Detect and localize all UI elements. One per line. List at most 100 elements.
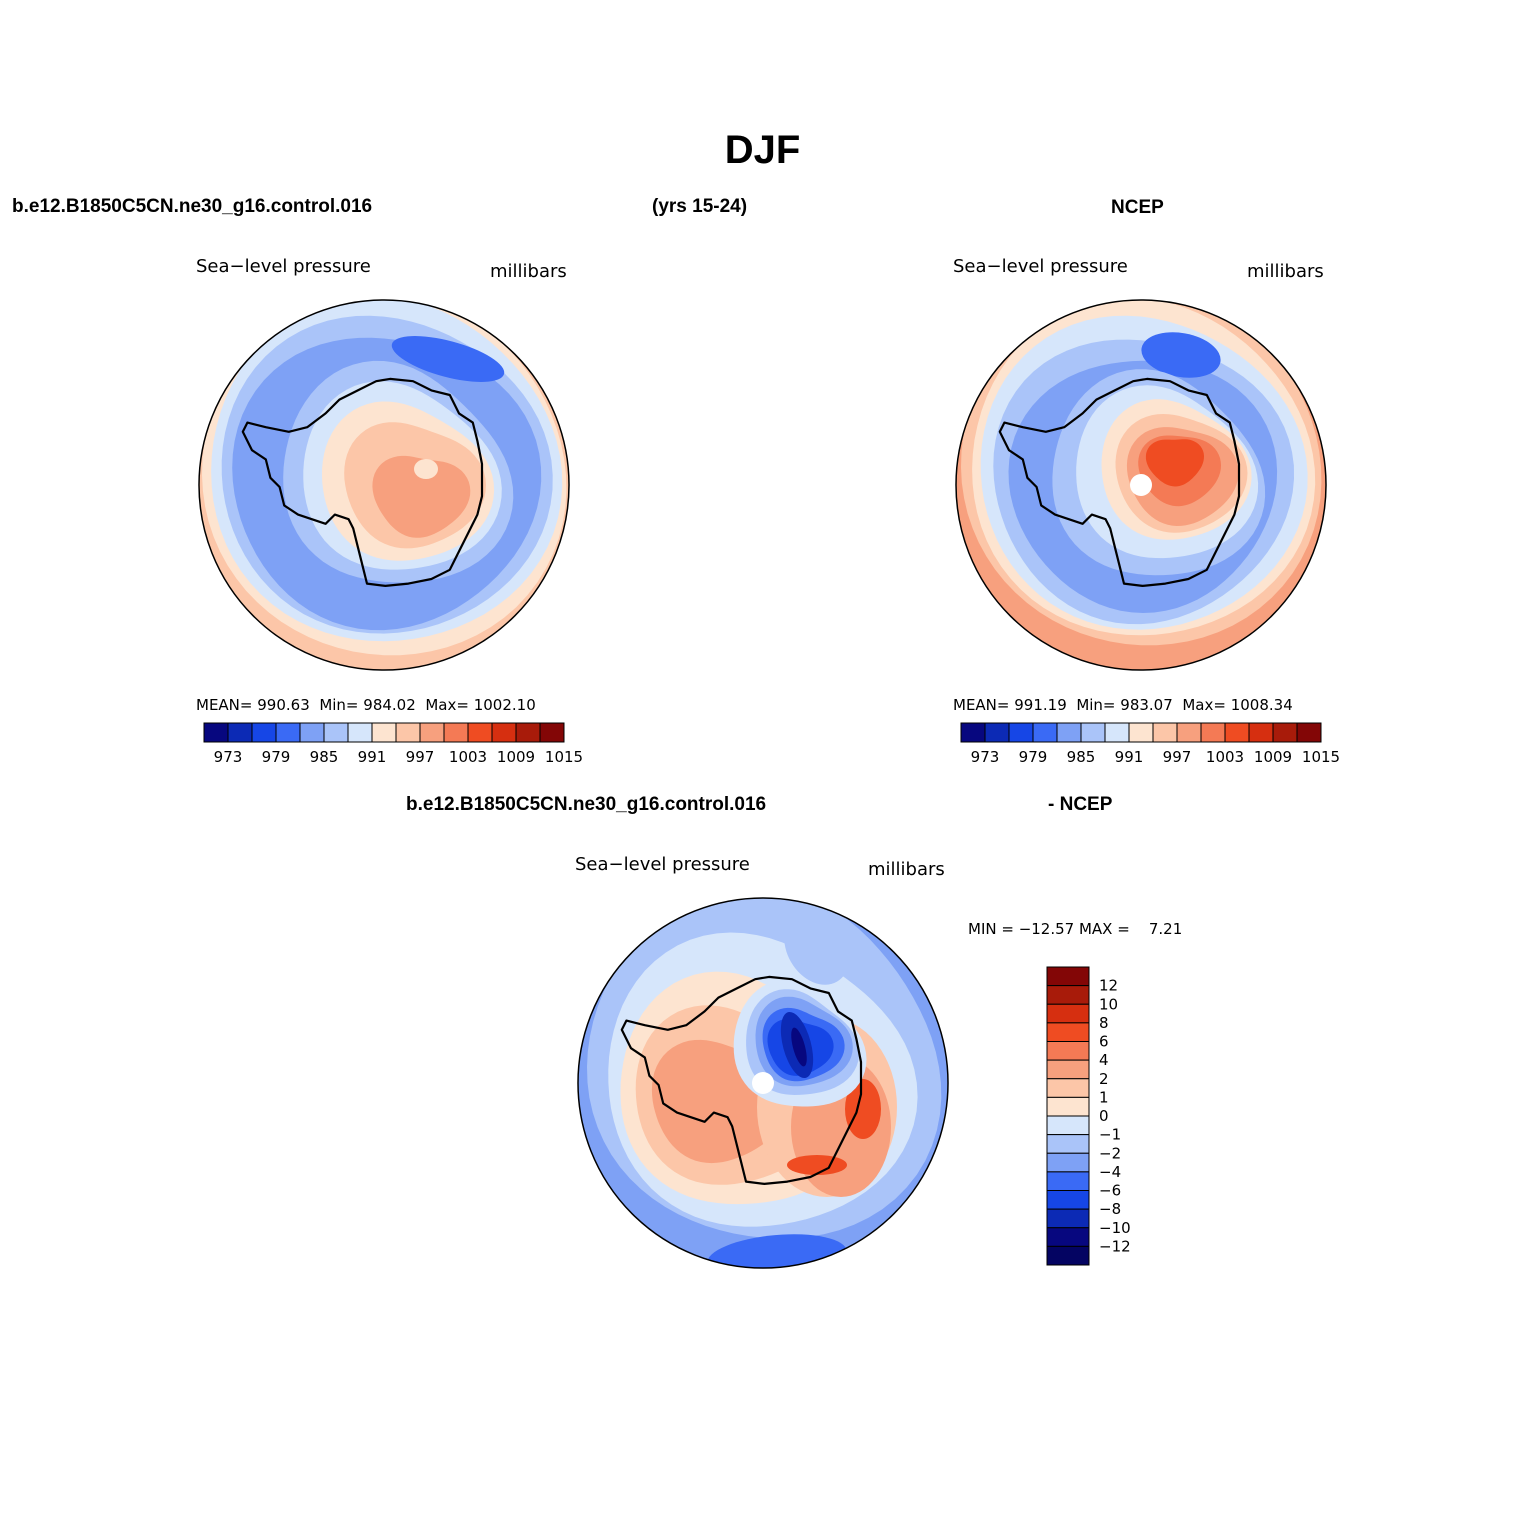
model-mean-value: 990.63	[257, 696, 310, 714]
model-colorbar-tick-label: 985	[310, 748, 339, 766]
obs-colorbar-tick-label: 1009	[1254, 748, 1292, 766]
model-colorbar-box	[347, 722, 373, 743]
diff-colorbar-box	[1046, 1096, 1090, 1117]
model-colorbar-box	[299, 722, 325, 743]
model-colorbar-box	[203, 722, 229, 743]
obs-colorbar-tick-label: 991	[1115, 748, 1144, 766]
diff-colorbar-tick-label: −1	[1099, 1126, 1121, 1144]
obs-contour-band	[1141, 332, 1221, 378]
obs-map-border	[955, 299, 1327, 671]
diff-contour-band	[791, 1027, 807, 1067]
obs-min-label: Min=	[1076, 696, 1116, 714]
diff-colorbar-box	[1046, 1041, 1090, 1061]
case-name-label: b.e12.B1850C5CN.ne30_g16.control.016	[12, 196, 373, 217]
diff-colorbar-tick-label: −12	[1099, 1237, 1131, 1255]
model-slp-map	[198, 299, 570, 671]
obs-pole-hole	[1130, 474, 1152, 496]
diff-case-label: b.e12.B1850C5CN.ne30_g16.control.016	[406, 794, 767, 815]
model-colorbar-tick-label: 1003	[449, 748, 487, 766]
diff-colorbar-box	[1046, 1152, 1090, 1173]
diff-contour-band	[707, 1234, 847, 1268]
diff-colorbar-box	[1046, 1059, 1090, 1080]
obs-colorbar-tick-label: 1003	[1206, 748, 1244, 766]
obs-colorbar-tick-label: 979	[1019, 748, 1048, 766]
model-colorbar-tick-label: 979	[262, 748, 291, 766]
diff-colorbar-box	[1046, 1134, 1090, 1154]
model-min-label: Min=	[319, 696, 359, 714]
diff-colorbar-box	[1046, 1171, 1090, 1191]
obs-mean-value: 991.19	[1014, 696, 1067, 714]
obs-min-value: 983.07	[1120, 696, 1173, 714]
obs-colorbar-box	[1248, 722, 1274, 743]
obs-colorbar-box	[1296, 722, 1322, 743]
model-colorbar-box	[371, 722, 397, 743]
model-colorbar-box	[491, 722, 517, 743]
diff-slp-map	[577, 897, 949, 1269]
obs-contour-band	[1145, 439, 1204, 487]
diff-colorbar-tick-label: 4	[1099, 1051, 1109, 1069]
years-label: (yrs 15-24)	[652, 196, 748, 217]
diff-colorbar-box	[1046, 1078, 1090, 1098]
obs-max-value: 1008.34	[1230, 696, 1293, 714]
diff-colorbar-tick-label: −8	[1099, 1200, 1121, 1218]
diff-colorbar-box	[1046, 1190, 1090, 1210]
model-coastline	[241, 377, 484, 587]
model-left-title: Sea−level pressure	[196, 256, 371, 277]
diff-colorbar-box	[1046, 1245, 1090, 1266]
model-colorbar-box	[539, 722, 565, 743]
model-max-value: 1002.10	[473, 696, 536, 714]
model-contour-fill	[199, 300, 569, 670]
diff-colorbar-tick-label: −6	[1099, 1182, 1121, 1200]
diff-contour-band	[784, 909, 850, 985]
diff-colorbar-tick-label: −4	[1099, 1163, 1121, 1181]
obs-colorbar-box	[1008, 722, 1034, 743]
diff-contour-band	[845, 1079, 881, 1139]
obs-left-title: Sea−level pressure	[953, 256, 1128, 277]
model-colorbar-tick-label: 1015	[545, 748, 583, 766]
model-colorbar-tick-label: 973	[214, 748, 243, 766]
obs-colorbar-box	[960, 722, 986, 743]
model-max-label: Max=	[425, 696, 469, 714]
model-colorbar-box	[323, 722, 349, 743]
diff-map-border	[577, 897, 949, 1269]
obs-colorbar-tick-label: 1015	[1302, 748, 1340, 766]
diff-colorbar-box	[1046, 1227, 1090, 1247]
obs-max-label: Max=	[1182, 696, 1226, 714]
obs-coastline	[998, 377, 1241, 587]
diff-colorbar-tick-label: −10	[1099, 1219, 1131, 1237]
diff-colorbar-tick-label: 2	[1099, 1070, 1109, 1088]
obs-colorbar-box	[1128, 722, 1154, 743]
obs-colorbar-tick-label: 973	[971, 748, 1000, 766]
model-map-border	[198, 299, 570, 671]
obs-stats: MEAN= 991.19 Min= 983.07 Max= 1008.34	[953, 696, 1293, 714]
diff-colorbar-box	[1046, 966, 1090, 987]
model-colorbar: 973 979 985 991 997 1003 1009 1015	[203, 722, 583, 766]
diff-colorbar-tick-label: 12	[1099, 977, 1118, 995]
obs-colorbar-box	[1080, 722, 1106, 743]
diff-coastline	[620, 975, 863, 1185]
obs-colorbar-box	[1224, 722, 1250, 743]
diff-colorbar-tick-label: 1	[1099, 1088, 1109, 1106]
model-colorbar-box	[395, 722, 421, 743]
obs-colorbar-box	[984, 722, 1010, 743]
model-colorbar-box	[419, 722, 445, 743]
obs-name-label: NCEP	[1111, 197, 1164, 218]
diff-units-label: millibars	[868, 859, 945, 880]
diff-colorbar-box	[1046, 1115, 1090, 1136]
diff-contour-band	[787, 1155, 847, 1175]
model-units-label: millibars	[490, 261, 567, 282]
diff-colorbar-tick-label: −2	[1099, 1144, 1121, 1162]
model-mean-label: MEAN=	[196, 696, 253, 714]
diff-colorbar-box	[1046, 1208, 1090, 1229]
model-colorbar-tick-label: 991	[358, 748, 387, 766]
diff-left-title: Sea−level pressure	[575, 854, 750, 875]
diff-pole-hole	[752, 1072, 774, 1094]
model-colorbar-tick-label: 1009	[497, 748, 535, 766]
model-colorbar-box	[515, 722, 541, 743]
obs-colorbar-box	[1200, 722, 1226, 743]
obs-colorbar-box	[1056, 722, 1082, 743]
model-colorbar-box	[467, 722, 493, 743]
model-colorbar-tick-label: 997	[406, 748, 435, 766]
obs-colorbar-box	[1152, 722, 1178, 743]
